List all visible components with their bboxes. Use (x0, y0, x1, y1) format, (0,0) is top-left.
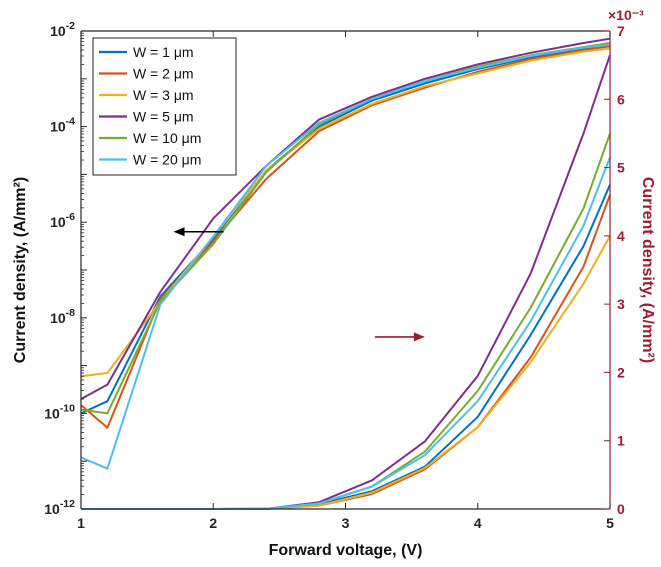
series-line-log-3 (80, 47, 611, 378)
arrow-left-head (173, 227, 185, 237)
left-tick-label: 10-6 (50, 211, 75, 230)
right-axis-multiplier: ×10⁻³ (608, 7, 644, 23)
left-tick-label: 10-4 (50, 116, 75, 135)
series-line-log-6 (80, 43, 611, 470)
right-tick-label: 2 (617, 364, 625, 380)
legend-label: W = 1 μm (133, 44, 194, 60)
legend-label: W = 3 μm (133, 87, 194, 103)
left-tick-label: 10-2 (50, 20, 75, 39)
series-line-linear-1 (81, 184, 611, 510)
right-tick-label: 7 (617, 23, 625, 39)
left-tick-label: 10-10 (44, 402, 75, 421)
tick-labels: 1 2 3 4 5 10-12 10-10 10-8 10-6 10-4 10-2 0 1 2 3 4 5 6 7×… (44, 7, 644, 531)
x-tick-label: 5 (606, 515, 614, 531)
series-line-linear-2 (81, 194, 611, 510)
arrow-right-head (413, 332, 425, 342)
axis-labels: Forward voltage, (V) Current density, (A/… (12, 177, 656, 559)
legend-label: W = 2 μm (133, 66, 194, 82)
legend-box (92, 37, 237, 176)
right-tick-label: 1 (617, 433, 625, 449)
legend-label: W = 5 μm (133, 109, 194, 125)
right-tick-label: 6 (617, 91, 625, 107)
x-tick-label: 4 (474, 515, 482, 531)
legend: W = 1 μm W = 2 μm W = 3 μm W = 5 μm W = 10 μ… (92, 37, 237, 176)
legend-label: W = 20 μm (133, 152, 201, 168)
axes (80, 30, 611, 510)
series-line-log-4 (80, 37, 611, 400)
legend-label: W = 10 μm (133, 130, 201, 146)
right-tick-label: 5 (617, 160, 625, 176)
right-y-axis-label: Current density, (A/mm²) (639, 177, 656, 363)
x-tick-label: 3 (342, 515, 350, 531)
x-tick-label: 2 (209, 515, 217, 531)
left-tick-label: 10-12 (44, 498, 75, 517)
left-tick-label: 10-8 (50, 307, 75, 326)
right-tick-label: 4 (617, 228, 625, 244)
annotation-arrows (173, 227, 425, 342)
x-axis-label: Forward voltage, (V) (269, 542, 423, 559)
left-y-axis-label: Current density, (A/mm²) (12, 177, 29, 363)
right-tick-label: 3 (617, 296, 625, 312)
right-tick-label: 0 (617, 501, 625, 517)
x-tick-label: 1 (77, 515, 85, 531)
series-line-linear-3 (81, 235, 611, 510)
